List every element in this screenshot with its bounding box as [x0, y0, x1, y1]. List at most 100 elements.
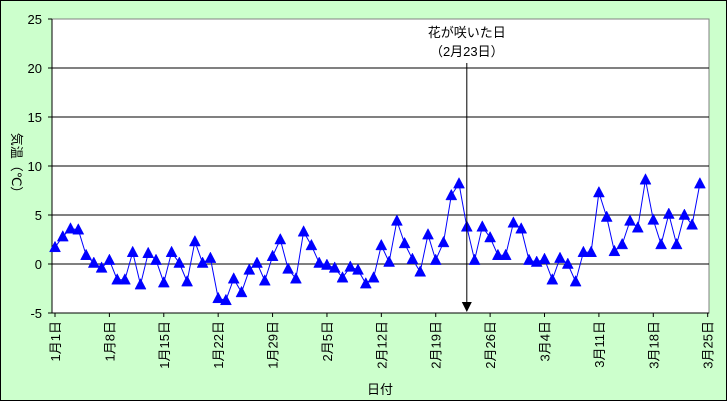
- x-axis-tick-labels: 1月1日 1月8日 1月15日 1月22日 1月29日 2月5日 2月12日 2月19日 2月2…: [48, 313, 716, 369]
- data-point-marker: [600, 210, 613, 222]
- data-point-marker: [251, 256, 263, 268]
- x-tick-label: 1月8日: [102, 321, 117, 361]
- data-point-marker: [375, 238, 388, 251]
- y-tick-label: 25: [28, 12, 42, 27]
- annotation-text-line1: 花が咲いた日: [428, 25, 506, 40]
- data-point-marker: [406, 252, 419, 264]
- data-point-marker: [219, 293, 232, 306]
- data-point-marker: [585, 245, 598, 257]
- data-point-marker: [554, 251, 566, 263]
- data-point-marker: [56, 230, 69, 242]
- data-point-marker: [181, 275, 194, 287]
- data-point-marker: [258, 274, 271, 286]
- data-point-marker: [103, 253, 116, 265]
- data-point-marker: [212, 291, 225, 304]
- data-point-marker: [468, 253, 481, 265]
- data-point-marker: [639, 173, 652, 185]
- data-point-marker: [398, 236, 411, 249]
- annotation-text-line2: （2月23日）: [430, 44, 504, 59]
- x-tick-label: 3月25日: [701, 321, 716, 369]
- x-tick-label: 1月1日: [48, 321, 63, 361]
- data-point-marker: [359, 277, 372, 289]
- data-point-marker: [538, 252, 551, 264]
- data-point-marker: [157, 276, 170, 288]
- y-tick-label: 15: [28, 110, 42, 125]
- x-tick-label: 3月4日: [538, 321, 553, 361]
- data-point-marker: [670, 237, 683, 250]
- data-point-marker: [445, 188, 458, 201]
- y-tick-label: 0: [35, 257, 42, 272]
- x-axis-label: 日付: [367, 382, 393, 397]
- data-point-marker: [274, 232, 287, 245]
- data-point-marker: [64, 222, 77, 234]
- data-point-marker: [693, 177, 706, 189]
- data-point-marker: [476, 220, 489, 232]
- y-tick-label: 5: [35, 208, 42, 223]
- data-point-marker: [95, 261, 108, 273]
- y-tick-label: 20: [28, 61, 42, 76]
- data-point-marker: [126, 245, 139, 257]
- data-point-marker: [422, 228, 434, 240]
- data-point-marker: [507, 216, 520, 228]
- data-point-marker: [499, 248, 512, 260]
- data-point-marker: [118, 273, 131, 285]
- data-point-marker: [491, 248, 504, 260]
- data-point-marker: [80, 248, 93, 260]
- data-point-marker: [352, 263, 364, 275]
- x-tick-label: 1月29日: [266, 321, 281, 369]
- data-point-marker: [111, 273, 124, 285]
- data-point-marker: [515, 222, 528, 234]
- annotation-arrowhead: [461, 302, 472, 312]
- data-point-marker: [328, 261, 341, 273]
- data-point-marker: [390, 214, 403, 226]
- data-point-marker: [437, 235, 450, 248]
- data-point-marker: [150, 253, 162, 265]
- data-point-marker: [561, 257, 574, 269]
- data-point-marker: [142, 246, 155, 258]
- y-tick-label: 10: [28, 159, 42, 174]
- data-point-marker: [608, 244, 621, 257]
- x-tick-label: 2月19日: [429, 321, 444, 369]
- data-point-marker: [592, 185, 605, 198]
- data-point-marker: [686, 218, 699, 230]
- data-point-marker: [320, 258, 333, 270]
- data-point-marker: [289, 272, 302, 284]
- x-tick-label: 1月22日: [211, 321, 226, 369]
- data-point-marker: [297, 225, 310, 237]
- data-point-marker: [282, 262, 295, 274]
- data-point-marker: [87, 256, 100, 268]
- data-point-marker: [484, 230, 497, 243]
- data-point-marker: [655, 237, 668, 250]
- data-point-marker: [243, 263, 256, 275]
- data-point-marker: [49, 240, 61, 253]
- data-point-marker: [188, 234, 201, 247]
- data-point-marker: [266, 249, 279, 261]
- data-point-marker: [313, 256, 326, 268]
- data-point-marker: [624, 214, 636, 226]
- x-tick-label: 2月26日: [483, 321, 498, 369]
- y-axis-label: 気温（℃）: [9, 133, 24, 200]
- data-point-marker: [383, 255, 396, 267]
- data-point-marker: [453, 177, 465, 189]
- data-point-marker: [72, 223, 85, 235]
- data-point-marker: [662, 207, 675, 219]
- y-axis-tick-labels: -5 0 5 10 15 20 25: [28, 12, 52, 321]
- series-markers: [49, 173, 706, 306]
- data-point-marker: [546, 273, 559, 285]
- y-tick-label: -5: [30, 306, 42, 321]
- data-point-marker: [647, 213, 660, 225]
- data-point-marker: [631, 221, 644, 233]
- data-point-marker: [227, 272, 240, 284]
- data-point-marker: [678, 208, 691, 220]
- data-point-marker: [173, 256, 186, 268]
- x-tick-label: 2月12日: [374, 321, 389, 369]
- x-tick-label: 2月5日: [320, 321, 335, 361]
- data-point-marker: [367, 271, 380, 283]
- data-point-marker: [204, 251, 217, 263]
- data-point-marker: [523, 253, 535, 265]
- x-tick-label: 3月18日: [646, 321, 661, 369]
- data-point-marker: [577, 245, 590, 257]
- annotation: 花が咲いた日 （2月23日）: [428, 25, 506, 312]
